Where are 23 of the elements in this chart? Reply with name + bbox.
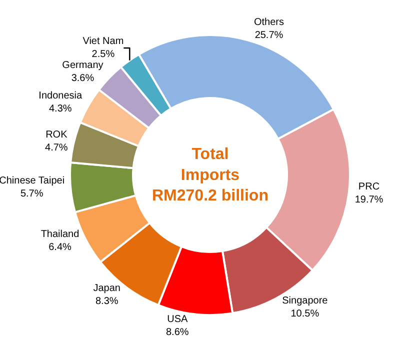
slice-label: PRC (358, 181, 380, 192)
data-label: 10.5% (290, 308, 320, 320)
slice-label: Chinese Taipei (0, 176, 65, 187)
data-label: 4.7% (45, 142, 68, 154)
slice-label: Thailand (40, 228, 80, 240)
slice-label: Germany (62, 60, 104, 71)
slice-label: ROK (46, 129, 68, 140)
data-label: 2.5% (92, 48, 115, 60)
data-label: 3.6% (71, 72, 94, 84)
data-label: 19.7% (354, 194, 384, 206)
data-label: 6.4% (48, 242, 72, 253)
slice-label: Viet Nam (82, 36, 124, 47)
slice-label: Singapore (282, 296, 328, 307)
data-label: 8.3% (95, 296, 118, 308)
slice-label: Others (254, 17, 284, 28)
data-label: 4.3% (48, 104, 72, 115)
slice-label: Indonesia (38, 90, 82, 102)
data-label: 5.7% (20, 188, 44, 200)
slice-label: Japan (93, 283, 120, 294)
data-label: 25.7% (254, 30, 284, 42)
data-label: 8.6% (166, 327, 189, 338)
slice-label: USA (167, 314, 188, 326)
text: Total Imports RM270.2 billion (152, 146, 268, 205)
